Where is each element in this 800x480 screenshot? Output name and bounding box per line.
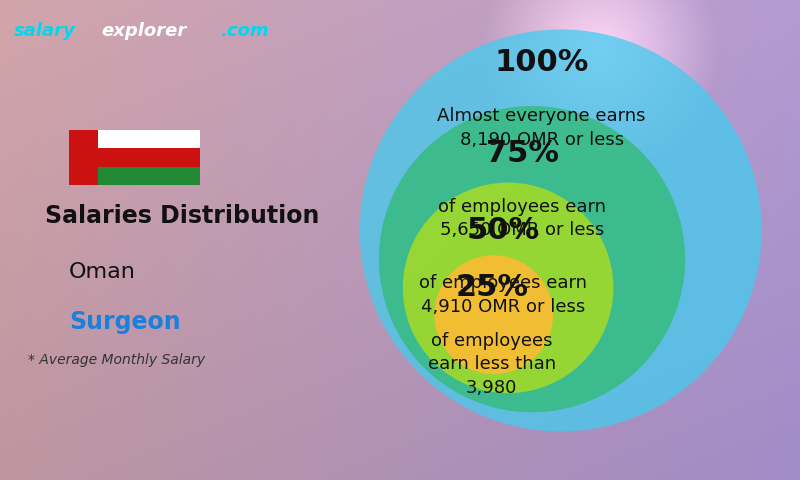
- Text: Surgeon: Surgeon: [69, 310, 181, 334]
- Text: .com: .com: [220, 22, 269, 40]
- Text: * Average Monthly Salary: * Average Monthly Salary: [27, 353, 205, 367]
- Text: 25%: 25%: [455, 273, 528, 302]
- Text: of employees earn
5,650 OMR or less: of employees earn 5,650 OMR or less: [438, 198, 606, 240]
- Text: explorer: explorer: [102, 22, 186, 40]
- Bar: [98, 148, 199, 167]
- Text: Almost everyone earns
8,190 OMR or less: Almost everyone earns 8,190 OMR or less: [438, 107, 646, 148]
- Text: of employees earn
4,910 OMR or less: of employees earn 4,910 OMR or less: [419, 275, 587, 316]
- Circle shape: [402, 182, 614, 393]
- Circle shape: [434, 255, 553, 374]
- Circle shape: [379, 106, 685, 412]
- Text: salary: salary: [14, 22, 75, 40]
- Text: of employees
earn less than
3,980: of employees earn less than 3,980: [428, 332, 556, 397]
- Text: Oman: Oman: [69, 262, 136, 282]
- Text: 50%: 50%: [466, 216, 540, 245]
- Text: 100%: 100%: [494, 48, 589, 77]
- Circle shape: [360, 29, 762, 432]
- Bar: [69, 130, 98, 185]
- Text: Salaries Distribution: Salaries Distribution: [45, 204, 319, 228]
- Text: 75%: 75%: [486, 139, 559, 168]
- Bar: [98, 130, 199, 148]
- Bar: [98, 167, 199, 185]
